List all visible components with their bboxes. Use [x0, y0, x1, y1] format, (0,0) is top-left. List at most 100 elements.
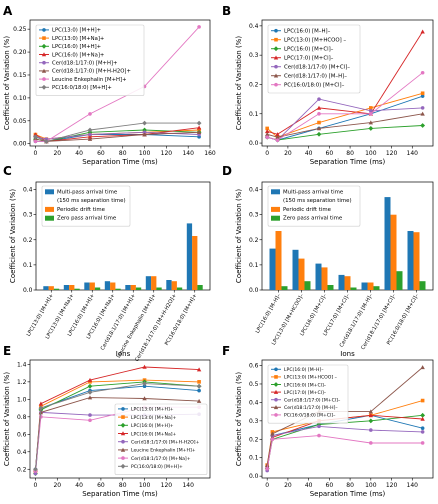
legend-entry: LPC(16:0) [M–H]– [284, 367, 324, 373]
y-tick-label: 0.4 [249, 23, 259, 30]
legend-entry: LPC(16:0) [M+Cl]– [284, 382, 327, 388]
legend-marker [41, 68, 47, 73]
legend-entry: Cer(d18:1/17:0) [M+Cl]– [284, 398, 341, 404]
series-line [33, 381, 202, 472]
legend-marker [273, 55, 279, 60]
legend-entry: Multi-pass arrival time [57, 189, 118, 195]
legend-entry: PC(16:0/18:0) [M+Cl]– [284, 413, 336, 419]
data-point [38, 405, 44, 411]
bar [269, 248, 276, 290]
legend-marker [274, 375, 278, 379]
x-tick-label: 80 [119, 482, 127, 489]
series-line [265, 433, 425, 471]
y-tick-label: 0.3 [249, 418, 259, 425]
y-tick-label: 0.10 [13, 95, 27, 102]
legend-marker [42, 60, 46, 65]
legend-marker [120, 447, 126, 452]
bar [413, 232, 420, 290]
x-tick-label: 160 [204, 150, 216, 157]
x-tick-label: 40 [305, 150, 313, 157]
data-point [317, 120, 321, 125]
data-point [420, 70, 425, 75]
bar [130, 285, 136, 290]
legend-entry: Cer(d18:1/17:0) [M+Cl]– [284, 65, 350, 71]
data-point [275, 138, 280, 142]
data-point [369, 441, 373, 445]
legend-entry: Cer(d18:1/17:0) [M+H-H2O]+ [52, 69, 131, 75]
bar [304, 281, 311, 290]
data-point [368, 126, 374, 131]
data-point [420, 426, 425, 431]
y-tick-label: 1.2 [17, 379, 27, 386]
legend-swatch [271, 189, 280, 195]
data-point [369, 428, 373, 432]
legend-swatch [45, 206, 54, 212]
data-point [197, 380, 201, 384]
data-point [270, 431, 275, 436]
bar [384, 197, 391, 290]
y-tick-label: 0.2 [249, 436, 259, 443]
y-tick-label: 0.20 [13, 49, 27, 56]
data-point [265, 126, 269, 131]
data-point [317, 97, 321, 101]
x-tick-label: 40 [75, 150, 83, 157]
plot-frame [29, 359, 211, 479]
legend-marker [274, 397, 278, 402]
chart-panel-b: 0.0 0.1 0.2 0.3 0.4 Coefficient of Variation … [235, 19, 434, 166]
x-tick-label: 100 [365, 150, 377, 157]
data-point [270, 437, 275, 442]
bar [74, 288, 80, 290]
x-tick-label: 20 [53, 150, 61, 157]
bar [321, 267, 328, 290]
panel-label-c: C [3, 164, 12, 178]
bar [104, 281, 111, 290]
y-tick-label: 0.05 [13, 118, 27, 125]
chart-panel-f: 0.0 0.1 0.2 0.3 0.4 0.5 0.6 Coefficient of Vari… [235, 359, 434, 498]
bar [94, 287, 101, 290]
data-point [87, 395, 93, 400]
bar [197, 285, 203, 290]
data-point [265, 466, 269, 471]
x-axis-label: Separation Time (ms) [310, 490, 386, 498]
data-point [87, 134, 93, 139]
data-point [420, 441, 425, 445]
panel-label-d: D [222, 164, 232, 178]
legend-marker [120, 422, 126, 428]
bar [151, 276, 157, 290]
bar [53, 288, 60, 290]
legend-marker [273, 73, 279, 78]
y-tick-label: 0.2 [17, 466, 27, 473]
data-point [197, 388, 201, 393]
x-tick-label: 100 [365, 482, 377, 489]
y-tick-label: 0.0 [249, 140, 259, 147]
y-axis-label: Coefficient of Variation (%) [9, 189, 17, 283]
legend-entry: Cer(d18:1/17:0) [M–H]– [284, 405, 338, 411]
legend-entry: (150 ms separation time) [283, 198, 352, 204]
bar [275, 231, 282, 290]
data-point [420, 91, 425, 96]
y-tick-label: 0.4 [249, 187, 259, 194]
legend-entry: PC(16:0/18:0) [M+Cl]– [284, 83, 345, 89]
legend-swatch [271, 206, 280, 212]
bar [135, 287, 142, 290]
bar [43, 286, 49, 290]
legend-entry: Cer(d18:1/17:0) [M+H-H2O]+ [131, 440, 200, 446]
legend-entry: Leucine Enkephalin [M+H]+ [52, 77, 127, 83]
legend-entry: LPC(16:0) [M+Na]+ [52, 52, 104, 58]
y-tick-label: 1.4 [17, 361, 27, 368]
data-point [369, 111, 373, 116]
legend-marker [273, 46, 279, 52]
y-tick-label: 0.0 [249, 287, 259, 294]
y-tick-label: 0.15 [13, 72, 27, 79]
legend-entry: PC(16:0/18:0) [M+H]+ [131, 464, 183, 470]
data-point [369, 106, 373, 110]
legend-entry: Cer(d18:1/17:0) [M+Na]+ [131, 456, 191, 462]
data-point [420, 398, 425, 403]
legend-box [267, 24, 361, 94]
data-point [88, 418, 92, 423]
plot-frame [261, 19, 434, 147]
legend-entry: Cer(d18:1/17:0) [M+H]+ [52, 61, 117, 67]
bar [338, 274, 345, 290]
data-point [38, 401, 44, 406]
